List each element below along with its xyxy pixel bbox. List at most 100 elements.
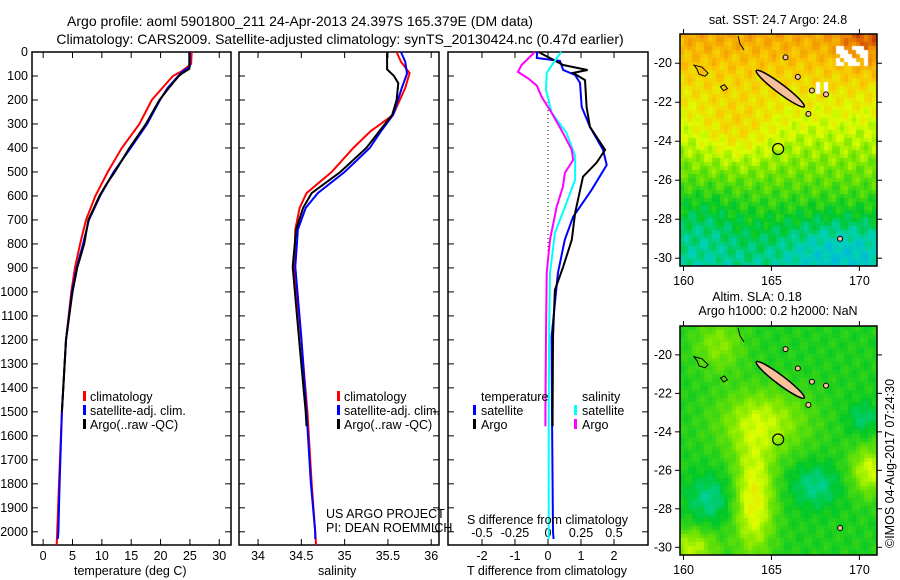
x-tick-label: 2 — [611, 549, 618, 563]
island — [782, 346, 789, 353]
tdiff-xlabel: T difference from climatology — [467, 564, 628, 578]
legend-swatch-t-satellite — [473, 405, 476, 415]
y-tick-label: 200 — [7, 93, 28, 107]
y-tick-label: 1500 — [0, 405, 28, 419]
legend-temperature-title: temperature — [481, 390, 548, 404]
lat-tick-label: -26 — [654, 173, 672, 187]
temperature-xlabel: temperature (deg C) — [74, 564, 187, 578]
series-argo-raw-qc- — [291, 52, 400, 427]
y-tick-label: 1800 — [0, 477, 28, 491]
y-tick-label: 900 — [7, 261, 28, 275]
y-tick-label: 1600 — [0, 429, 28, 443]
lat-tick-label: -20 — [654, 348, 672, 362]
argo-position-marker — [772, 433, 785, 446]
lat-tick-label: -22 — [654, 95, 672, 109]
lon-tick-label: 170 — [849, 563, 870, 577]
sla-map-subtitle: Argo h1000: 0.2 h2000: NaN — [698, 304, 857, 318]
island — [837, 525, 844, 532]
lon-tick-label: 170 — [849, 274, 870, 288]
legend-swatch-s-argo — [574, 419, 577, 429]
y-tick-label: 100 — [7, 69, 28, 83]
legend-argo: Argo(..raw -QC) — [344, 418, 432, 432]
lat-tick-label: -28 — [654, 502, 672, 516]
legend-swatch-s-satellite — [574, 405, 577, 415]
sla-map-title: Altim. SLA: 0.18 — [712, 290, 802, 304]
legend-s-argo: Argo — [582, 418, 608, 432]
y-tick-label: 0 — [21, 45, 28, 59]
y-tick-label: 500 — [7, 165, 28, 179]
legend-swatch-climatology — [337, 391, 340, 401]
temperature-panel: 0100200300400500600700800900100011001200… — [0, 45, 232, 563]
legend-swatch-satellite — [83, 405, 86, 415]
x-tick-label: 0 — [545, 549, 552, 563]
legend-satellite: satellite-adj. clim. — [90, 404, 186, 418]
sdiff-xlabel: S difference from climatology — [467, 513, 629, 527]
x-tick-label: 15 — [124, 549, 138, 563]
x-tick-label: 35.5 — [376, 549, 400, 563]
x-tick-label: 5 — [69, 549, 76, 563]
y-tick-label: 1400 — [0, 381, 28, 395]
figure-title-line1: Argo profile: aoml 5901800_211 24-Apr-20… — [67, 13, 533, 29]
y-tick-label: 300 — [7, 117, 28, 131]
island — [805, 110, 812, 117]
imos-timestamp: ©IMOS 04-Aug-2017 07:24:30 — [883, 379, 897, 548]
figure-title-line2: Climatology: CARS2009. Satellite-adjuste… — [56, 31, 623, 47]
x-tick-label: 35 — [338, 549, 352, 563]
island — [794, 73, 801, 80]
lat-tick-label: -24 — [654, 134, 672, 148]
legend-t-satellite: satellite — [481, 404, 523, 418]
sst-map-field — [680, 34, 877, 266]
y-tick-label: 400 — [7, 141, 28, 155]
salinity-legend: climatology satellite-adj. clim. Argo(..… — [337, 390, 440, 432]
x-tick-label: 0 — [40, 549, 47, 563]
y-tick-label: 1100 — [1, 309, 28, 323]
island — [822, 91, 829, 98]
x-tick-label: -1 — [509, 549, 520, 563]
y-tick-label: 800 — [7, 237, 28, 251]
series-t-satellite — [535, 51, 608, 540]
x-tick-label: 34 — [251, 549, 265, 563]
legend-climatology: climatology — [344, 390, 407, 404]
salinity-xlabel: salinity — [318, 564, 357, 578]
legend-swatch-t-argo — [473, 419, 476, 429]
x-tick-label: 30 — [212, 549, 226, 563]
x-tick-label: 1 — [578, 549, 585, 563]
sla-map: 160 165 170 -20 -22 -24 -26 -28 -30 — [654, 321, 882, 577]
x-tick-label: 36 — [424, 549, 438, 563]
island — [837, 235, 844, 242]
legend-swatch-climatology — [83, 391, 86, 401]
x-tick-label: -2 — [476, 549, 487, 563]
x2-tick-label: 0.5 — [605, 526, 622, 540]
credit-pi: PI: DEAN ROEMMICH — [326, 521, 452, 535]
legend-swatch-argo — [337, 419, 340, 429]
map-frame — [679, 325, 878, 556]
x-tick-label: 20 — [154, 549, 168, 563]
y-tick-label: 600 — [7, 189, 28, 203]
y-tick-label: 1700 — [0, 453, 28, 467]
lat-tick-label: -22 — [654, 386, 672, 400]
lon-tick-label: 165 — [761, 563, 782, 577]
lon-tick-label: 160 — [673, 274, 694, 288]
y-tick-label: 1000 — [0, 285, 28, 299]
y-tick-label: 1900 — [0, 501, 28, 515]
credit-project: US ARGO PROJECT — [326, 507, 445, 521]
salinity-panel: 34 34.5 35 35.5 36 — [238, 51, 440, 563]
plot-frame — [238, 51, 440, 546]
sst-map: 160 165 170 -20 -22 -24 -26 -28 -30 — [654, 29, 882, 288]
argo-position-marker — [772, 142, 785, 156]
series-s-satellite — [544, 51, 577, 539]
temperature-legend: climatology satellite-adj. clim. Argo(..… — [83, 390, 186, 432]
island — [808, 87, 815, 94]
island-new-caledonia — [755, 360, 806, 400]
plot-frame — [31, 51, 232, 546]
legend-satellite: satellite-adj. clim. — [344, 404, 440, 418]
reef-contour — [692, 35, 745, 92]
lat-tick-label: -30 — [654, 251, 672, 265]
x2-tick-label: -0.5 — [471, 526, 493, 540]
lon-tick-label: 165 — [761, 274, 782, 288]
island — [822, 382, 829, 389]
island — [794, 365, 801, 372]
y-tick-label: 2000 — [0, 525, 28, 539]
x-tick-label: 25 — [183, 549, 197, 563]
